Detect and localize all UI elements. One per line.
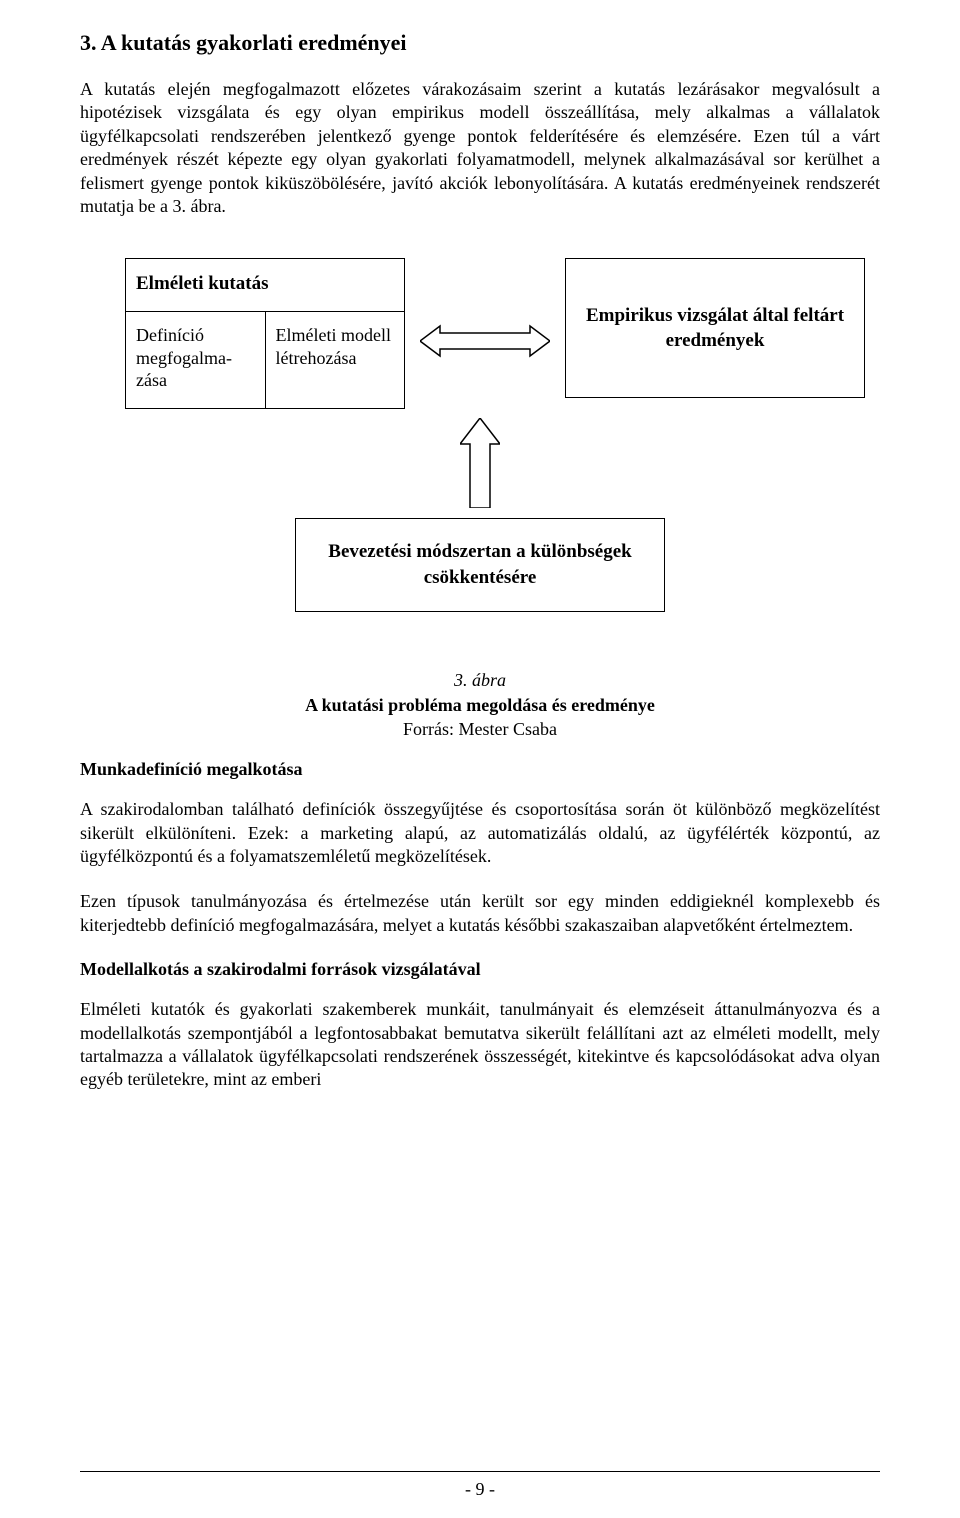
subheading-1: Munkadefiníció megalkotása — [80, 759, 880, 780]
figure-caption: 3. ábra A kutatási probléma megoldása és… — [80, 668, 880, 741]
model-cell: Elméleti modell létrehozása — [266, 312, 405, 408]
double-arrow-icon — [420, 318, 550, 364]
empirical-box: Empirikus vizsgálat által feltárt eredmé… — [565, 258, 865, 398]
figure-title: A kutatási probléma megoldása és eredmén… — [305, 695, 655, 715]
paragraph-3: Ezen típusok tanulmányozása és értelmezé… — [80, 890, 880, 937]
theory-box-subcells: Definíció megfogalma-zása Elméleti model… — [125, 312, 405, 409]
paragraph-4: Elméleti kutatók és gyakorlati szakember… — [80, 998, 880, 1092]
theory-box-title: Elméleti kutatás — [125, 258, 405, 312]
intro-paragraph: A kutatás elején megfogalmazott előzetes… — [80, 78, 880, 218]
up-arrow-icon — [460, 418, 500, 508]
section-heading: 3. A kutatás gyakorlati eredményei — [80, 30, 880, 56]
footer-divider — [80, 1471, 880, 1472]
page-number: - 9 - — [0, 1479, 960, 1500]
methodology-box: Bevezetési módszertan a különbségek csök… — [295, 518, 665, 611]
subheading-2: Modellalkotás a szakirodalmi források vi… — [80, 959, 880, 980]
paragraph-2: A szakirodalomban található definíciók ö… — [80, 798, 880, 868]
research-diagram: Elméleti kutatás Definíció megfogalma-zá… — [95, 258, 865, 638]
figure-source: Forrás: Mester Csaba — [403, 719, 557, 739]
definition-cell: Definíció megfogalma-zása — [126, 312, 266, 408]
figure-number: 3. ábra — [454, 670, 506, 690]
